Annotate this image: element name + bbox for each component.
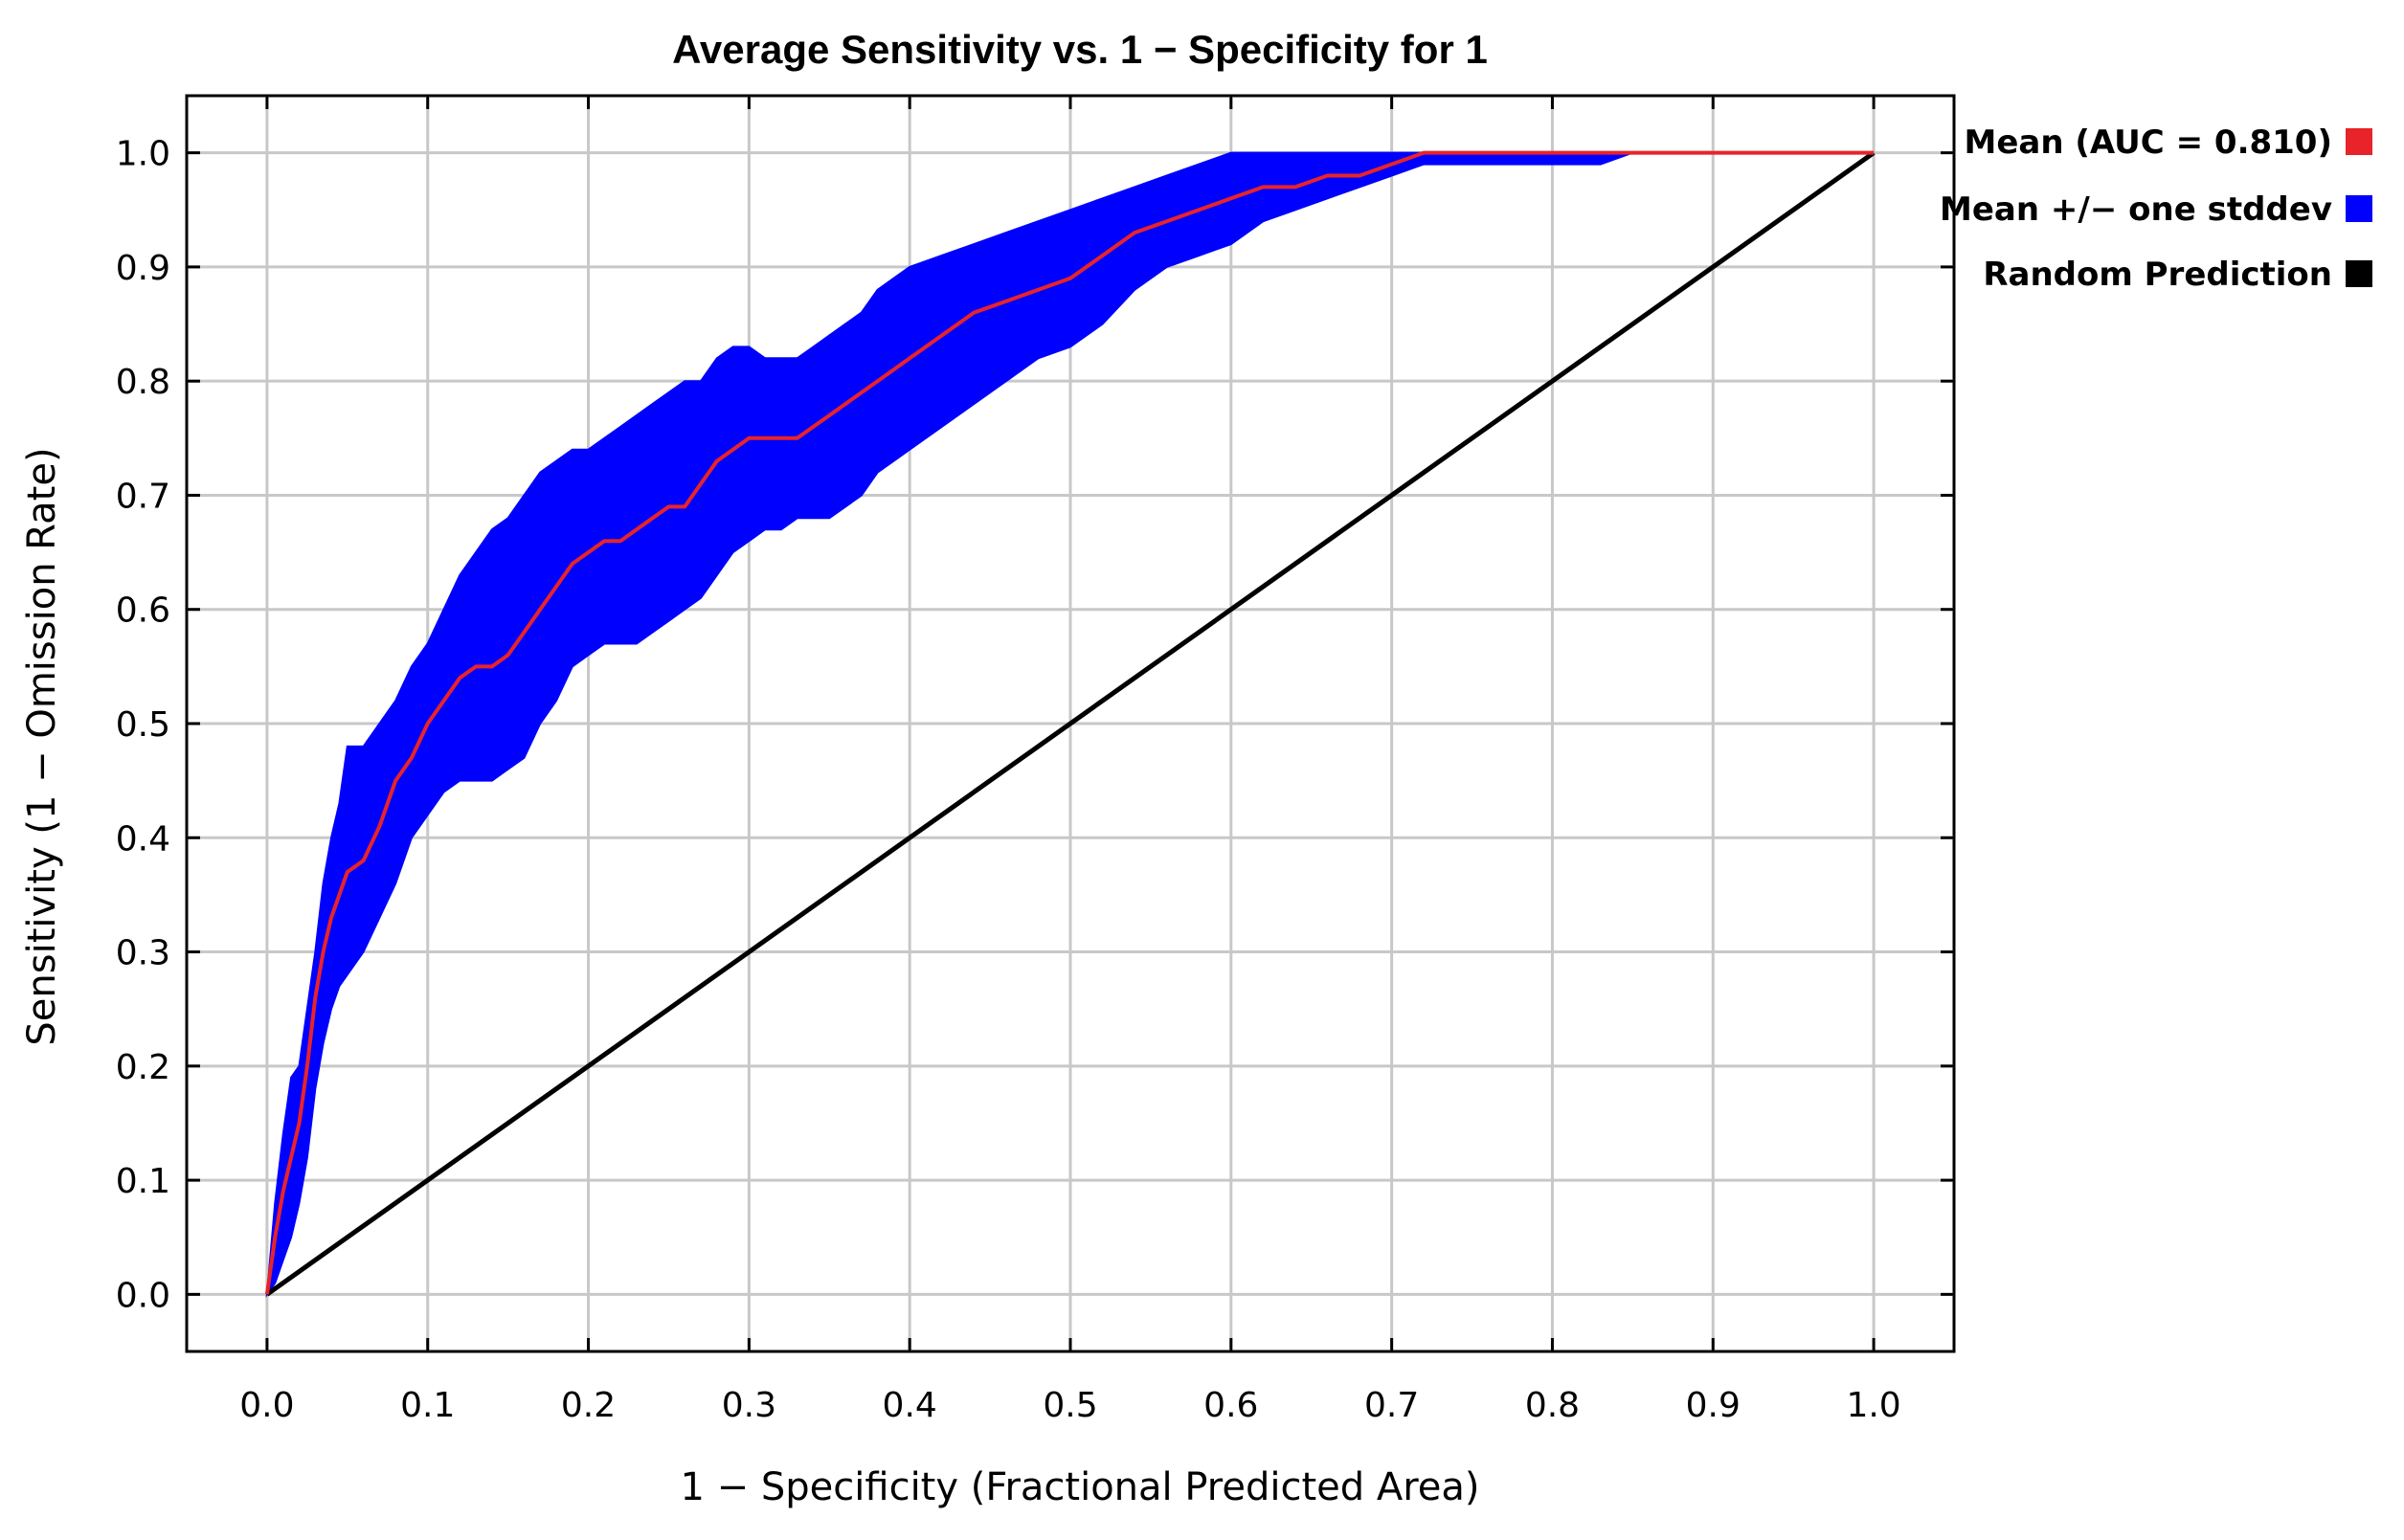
y-tick-label: 0.6 xyxy=(116,591,170,631)
y-tick-label: 0.1 xyxy=(116,1162,170,1201)
legend-swatch xyxy=(2346,260,2372,287)
x-axis-ticks: 0.0 0.1 0.2 0.3 0.4 0.5 0.6 0.7 0.8 0.9 1.0 xyxy=(239,96,1901,1425)
y-tick-label: 0.3 xyxy=(116,934,170,973)
random-prediction-line xyxy=(265,150,1876,1297)
legend-swatch xyxy=(2346,128,2372,155)
y-tick-label: 0.0 xyxy=(116,1276,170,1315)
x-tick-label: 0.1 xyxy=(400,1386,455,1425)
mean-curve xyxy=(264,150,1875,1295)
y-tick-label: 0.8 xyxy=(116,363,170,402)
legend-label: Mean +/− one stddev xyxy=(1940,190,2332,229)
x-tick-label: 0.0 xyxy=(239,1386,294,1425)
series-layer xyxy=(264,150,1876,1299)
x-tick-label: 0.8 xyxy=(1525,1386,1580,1425)
y-axis-ticks: 0.0 0.1 0.2 0.3 0.4 0.5 0.6 0.7 0.8 0.9 1.0 xyxy=(116,135,1954,1315)
y-tick-label: 0.5 xyxy=(116,705,170,745)
y-tick-label: 1.0 xyxy=(116,135,170,174)
y-tick-label: 0.4 xyxy=(116,819,170,859)
x-tick-label: 0.3 xyxy=(722,1386,776,1425)
y-tick-label: 0.7 xyxy=(116,477,170,516)
y-tick-label: 0.2 xyxy=(116,1048,170,1087)
legend-swatch xyxy=(2346,195,2372,222)
x-tick-label: 0.9 xyxy=(1686,1386,1741,1425)
y-axis-label: Sensitivity (1 − Omission Rate) xyxy=(20,447,64,1045)
legend-label: Mean (AUC = 0.810) xyxy=(1965,123,2333,162)
legend: Mean (AUC = 0.810) Mean +/− one stddev Ran… xyxy=(1940,123,2372,294)
x-tick-label: 1.0 xyxy=(1846,1386,1900,1425)
chart-title: Average Sensitivity vs. 1 − Specificity … xyxy=(672,27,1488,72)
x-tick-label: 0.6 xyxy=(1203,1386,1258,1425)
stddev-band xyxy=(265,151,1875,1299)
y-tick-label: 0.9 xyxy=(116,249,170,288)
x-tick-label: 0.2 xyxy=(561,1386,616,1425)
x-axis-label: 1 − Specificity (Fractional Predicted Ar… xyxy=(680,1465,1479,1509)
legend-label: Random Prediction xyxy=(1983,256,2332,294)
x-tick-label: 0.4 xyxy=(883,1386,937,1425)
x-tick-label: 0.5 xyxy=(1043,1386,1097,1425)
x-tick-label: 0.7 xyxy=(1364,1386,1419,1425)
